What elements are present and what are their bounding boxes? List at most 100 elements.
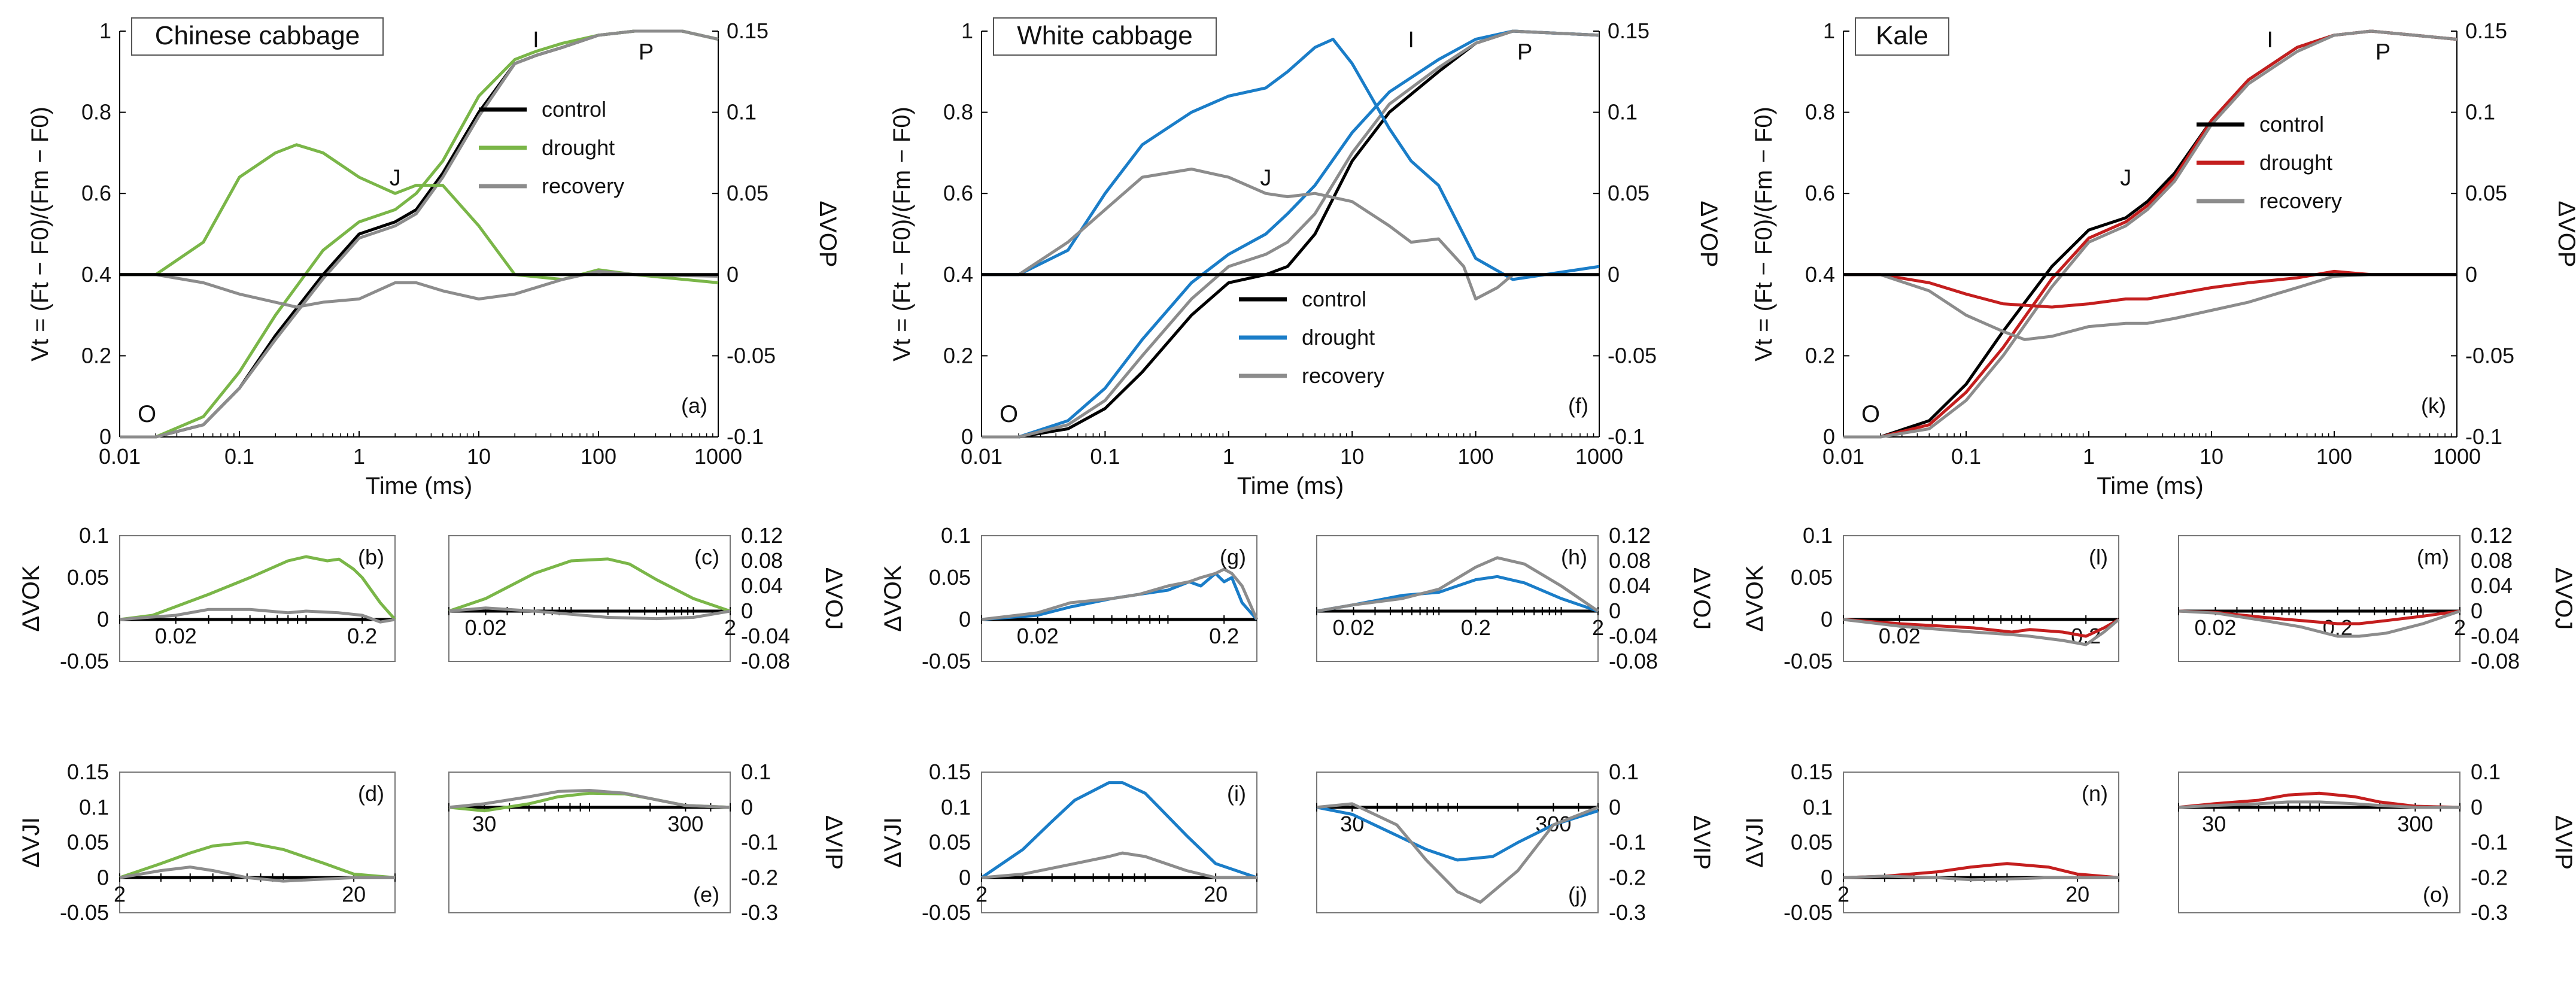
y-tick-label: 0.12	[2471, 523, 2513, 548]
y-tick-label: 0.1	[79, 523, 109, 548]
x-axis-title: Time (ms)	[366, 473, 472, 499]
panel-frame	[1843, 535, 2119, 662]
y-tick-label: 0.12	[741, 523, 783, 548]
point-j-label: J	[1260, 166, 1271, 191]
y-tick-label: 0.2	[81, 343, 111, 368]
series-drought	[119, 555, 396, 621]
y-tick-label: 0.05	[1791, 830, 1833, 855]
x-tick-label: 1	[353, 444, 365, 469]
x-tick-label: 300	[667, 812, 703, 836]
y2-tick-label: -0.1	[2465, 424, 2502, 449]
y-tick-label: 0	[97, 865, 109, 889]
y-tick-label: 0.8	[943, 100, 973, 124]
series-dV-recovery	[1843, 273, 2457, 341]
y2-tick-label: 0.05	[727, 181, 768, 205]
series-control	[982, 29, 1600, 439]
y-tick-label: -0.2	[741, 865, 778, 889]
legend-label: recovery	[542, 174, 624, 198]
y2-tick-label: -0.1	[1608, 424, 1645, 449]
y2-tick-label: 0.05	[2465, 181, 2507, 205]
series-recovery	[2178, 609, 2460, 638]
y-tick-label: 0.05	[1791, 565, 1833, 590]
y-tick-label: 0.1	[1803, 795, 1833, 819]
y-tick-label: 0	[961, 424, 973, 449]
panel-label: (e)	[693, 882, 719, 907]
title-box	[1855, 17, 1949, 56]
series-recovery	[1316, 556, 1599, 613]
series-recovery	[1843, 29, 2457, 439]
y2-tick-label: 0.1	[2465, 100, 2495, 124]
point-i-label: I	[1408, 28, 1414, 53]
y2-axis-title: ΔVOP	[1696, 201, 1722, 267]
y-tick-label: 0	[959, 865, 971, 889]
panel-label: (g)	[1220, 545, 1246, 569]
series-recovery	[448, 789, 731, 809]
x-tick-label: 2	[976, 882, 988, 906]
y-tick-label: -0.04	[2471, 624, 2520, 648]
point-p-label: P	[1517, 40, 1532, 65]
y-tick-label: 0.4	[1805, 262, 1835, 287]
y-axis-title: ΔVOK	[18, 565, 44, 632]
x-tick-label: 0.02	[2194, 615, 2236, 640]
y-tick-label: -0.04	[741, 624, 790, 648]
y-tick-label: -0.05	[1784, 900, 1833, 925]
y-tick-label: 0.15	[67, 760, 109, 784]
panel-label: (b)	[358, 545, 384, 569]
panel-frame	[1316, 772, 1599, 913]
series-recovery	[1843, 874, 2119, 882]
x-tick-label: 1000	[1575, 444, 1623, 469]
x-axis-title: Time (ms)	[2097, 473, 2203, 499]
x-tick-label: 20	[342, 882, 366, 906]
x-tick-label: 30	[472, 812, 496, 836]
x-tick-label: 1000	[2433, 444, 2481, 469]
y-tick-label: 0	[2471, 795, 2483, 819]
legend-label: control	[542, 97, 606, 122]
y-tick-label: 0.1	[79, 795, 109, 819]
series-dV-drought	[120, 143, 719, 284]
panel-frame	[981, 535, 1257, 662]
y-tick-label: 1	[961, 19, 973, 43]
y2-tick-label: 0.1	[1608, 100, 1638, 124]
panel-frame	[448, 535, 731, 662]
panel-label: (n)	[2082, 781, 2108, 806]
x-tick-label: 0.2	[1209, 624, 1239, 648]
y-axis-title: ΔVIP	[821, 815, 847, 870]
y2-tick-label: 0	[2465, 262, 2477, 287]
y-tick-label: 0.15	[929, 760, 971, 784]
panel-frame	[2178, 535, 2460, 662]
y-axis-title: ΔVIP	[2550, 815, 2576, 870]
panel-label: (m)	[2417, 545, 2449, 569]
y-tick-label: 0.08	[741, 548, 783, 573]
y2-axis-title: ΔVOP	[815, 201, 841, 267]
series-recovery	[119, 865, 395, 883]
y-tick-label: 0.04	[1609, 573, 1651, 598]
y-tick-label: 0	[741, 599, 753, 623]
y2-tick-label: 0	[1608, 262, 1620, 287]
y-tick-label: 0	[1609, 599, 1621, 623]
legend-label: drought	[1302, 325, 1375, 350]
x-tick-label: 100	[581, 444, 616, 469]
x-tick-label: 0.1	[1951, 444, 1981, 469]
y2-tick-label: -0.05	[727, 343, 776, 368]
point-p-label: P	[639, 40, 654, 65]
x-tick-label: 0.1	[1090, 444, 1120, 469]
x-tick-label: 300	[2397, 812, 2433, 836]
y-tick-label: 0.05	[67, 565, 109, 590]
y-tick-label: 0.1	[1803, 523, 1833, 548]
y-tick-label: 0.8	[1805, 100, 1835, 124]
series-recovery	[119, 608, 396, 624]
x-tick-label: 20	[2065, 882, 2089, 906]
y-tick-label: -0.08	[2471, 649, 2520, 673]
y2-tick-label: 0.15	[2465, 19, 2507, 43]
panel-label: (o)	[2423, 882, 2449, 907]
y-tick-label: 0	[97, 607, 109, 631]
panel-label: (a)	[681, 393, 707, 418]
y-tick-label: -0.05	[1784, 649, 1833, 673]
y-tick-label: -0.2	[1609, 865, 1646, 889]
y-tick-label: -0.3	[2471, 900, 2508, 925]
y-tick-label: 0.1	[941, 795, 971, 819]
y-tick-label: 0	[1823, 424, 1835, 449]
x-tick-label: 1	[1223, 444, 1235, 469]
y-tick-label: -0.1	[2471, 830, 2508, 855]
